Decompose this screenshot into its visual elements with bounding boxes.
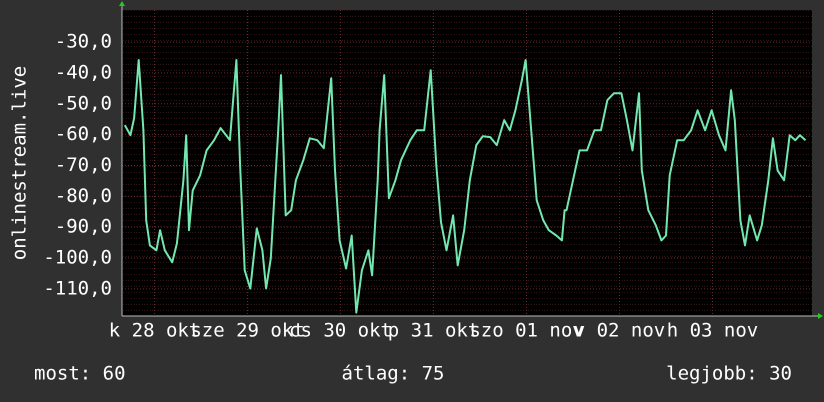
y-tick-label: -40,0 bbox=[55, 61, 112, 83]
minor-grid bbox=[122, 10, 812, 316]
data-line bbox=[123, 59, 807, 314]
y-tick-label: -70,0 bbox=[55, 154, 112, 176]
y-tick-label: -100,0 bbox=[43, 247, 112, 269]
stat-average: átlag: 75 bbox=[342, 363, 445, 385]
x-tick-label: k 28 okt bbox=[109, 320, 201, 342]
y-tick-label: -60,0 bbox=[55, 123, 112, 145]
y-tick-label: -50,0 bbox=[55, 92, 112, 114]
x-tick-label: sze 29 okt bbox=[190, 320, 304, 342]
y-tick-label: -30,0 bbox=[55, 31, 112, 53]
x-tick-label: v 02 nov bbox=[574, 320, 666, 342]
x-tick-label: cs 30 okt bbox=[289, 320, 392, 342]
axis-arrow bbox=[818, 313, 823, 319]
x-tick-label: p 31 okt bbox=[388, 320, 480, 342]
y-tick-label: -80,0 bbox=[55, 185, 112, 207]
x-tick-label: h 03 nov bbox=[667, 320, 759, 342]
axis-arrow bbox=[119, 1, 125, 6]
stat-best: legjobb: 30 bbox=[666, 363, 792, 385]
y-axis-title: onlinestream.live bbox=[9, 66, 31, 260]
y-tick-label: -90,0 bbox=[55, 216, 112, 238]
x-tick-label: szo 01 nov bbox=[469, 320, 583, 342]
y-tick-label: -110,0 bbox=[43, 277, 112, 299]
stat-current: most: 60 bbox=[34, 363, 126, 385]
